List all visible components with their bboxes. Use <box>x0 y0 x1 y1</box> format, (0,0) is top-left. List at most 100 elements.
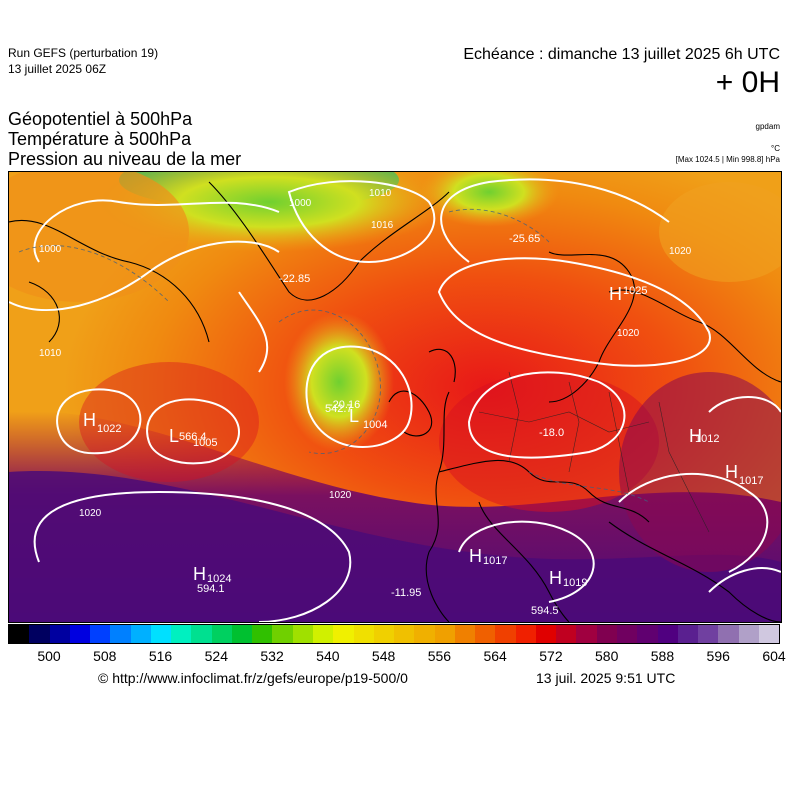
high-value: 1012 <box>695 433 719 445</box>
generated-time: 13 juil. 2025 9:51 UTC <box>536 670 676 686</box>
colorbar-cell <box>9 625 30 643</box>
colorbar-cell <box>677 625 699 643</box>
high-1019: H 1019 <box>549 568 587 589</box>
gp-label: 594.1 <box>197 583 225 595</box>
temp-label: -20.16 <box>329 399 360 411</box>
colorbar-cell <box>657 625 678 643</box>
isobar-label: 1020 <box>329 490 352 501</box>
colorbar-cell <box>312 625 334 643</box>
colorbar-tick-label: 596 <box>706 648 730 664</box>
high-value: 1017 <box>739 475 763 487</box>
temp-label: -18.0 <box>539 427 564 439</box>
variable-geopotential: Géopotentiel à 500hPa <box>8 109 193 129</box>
colorbar-cell <box>272 625 293 643</box>
variable-temperature: Température à 500hPa <box>8 129 192 149</box>
field-south-deep <box>9 471 781 622</box>
variable-pressure: Pression au niveau de la mer <box>8 149 242 169</box>
colorbar-cell <box>637 625 658 643</box>
low-1004: L 1004 <box>349 406 387 431</box>
high-1017-east: H 1017 <box>725 462 763 487</box>
pressure-centers: H 1022 H 1024 H 1025 H 1017 H 1019 H 101… <box>39 188 763 617</box>
temp-label: -25.65 <box>509 233 540 245</box>
high-1012: H 1012 <box>689 426 719 446</box>
colorbar-cell <box>394 625 415 643</box>
colorbar-cell <box>130 625 151 643</box>
colorbar-cell <box>698 625 719 643</box>
high-letter: H <box>193 564 206 584</box>
colorbar-cell <box>414 625 435 643</box>
colorbar-cell <box>373 625 395 643</box>
colorbar-tick-label: 564 <box>483 648 507 664</box>
colorbar-cell <box>718 625 739 643</box>
colorbar-cell <box>738 625 759 643</box>
colorbar-tick-label: 588 <box>650 648 675 664</box>
colorbar-tick-label: 580 <box>595 648 619 664</box>
low-value: 1005 <box>193 437 217 449</box>
isobar-label: 1020 <box>617 328 640 339</box>
colorbar-cell <box>171 625 192 643</box>
colorbar-cell <box>150 625 172 643</box>
lead-time: + 0H <box>715 66 780 99</box>
low-letter: L <box>169 426 179 446</box>
isobar-label: 1020 <box>79 508 102 519</box>
isobar-label: 1000 <box>39 244 62 255</box>
colorbar-cell <box>29 625 50 643</box>
high-value: 1022 <box>97 423 121 435</box>
forecast-valid-time: Echéance : dimanche 13 juillet 2025 6h U… <box>463 46 780 63</box>
colorbar-tick-label: 540 <box>316 648 340 664</box>
high-value: 1019 <box>563 577 587 589</box>
high-letter: H <box>83 410 96 430</box>
field-cold-atlantic <box>284 312 394 452</box>
high-letter: H <box>725 462 738 482</box>
colorbar-tick-label: 572 <box>539 648 563 664</box>
isotherms <box>18 208 650 503</box>
colorbar-cell <box>495 625 516 643</box>
colorbar-tick-label: 556 <box>427 648 452 664</box>
isobar-label: 1010 <box>369 188 392 199</box>
colorbar-cell <box>231 625 253 643</box>
colorbar-cell <box>90 625 111 643</box>
field-east <box>619 372 781 572</box>
colorbar-cell <box>556 625 577 643</box>
low-letter: L <box>349 406 359 426</box>
high-value: 1017 <box>483 555 507 567</box>
temp-label: -11.95 <box>391 587 421 599</box>
low-value: 1004 <box>363 419 387 431</box>
colorbar-ticks: 500 508 516 524 532 540 548 556 564 572 580 588 596 6… <box>8 648 785 666</box>
weather-map-svg: H 1022 H 1024 H 1025 H 1017 H 1019 H 101… <box>9 172 781 622</box>
field-warm-atlantic <box>79 362 259 482</box>
isobars <box>9 178 781 622</box>
pressure-max-min: [Max 1024.5 | Min 998.8] hPa <box>675 155 780 164</box>
colorbar-cell <box>475 625 496 643</box>
colorbar-cell <box>333 625 354 643</box>
colorbar-cell <box>353 625 374 643</box>
low-1005: L 1005 <box>169 426 217 449</box>
isobar-label: 1010 <box>39 348 62 359</box>
colorbar-cell <box>211 625 232 643</box>
colorbar-tick-label: 508 <box>93 648 117 664</box>
high-1024: H 1024 <box>193 564 231 585</box>
colorbar-cell <box>69 625 91 643</box>
colorbar-tick-label: 548 <box>371 648 396 664</box>
run-title: Run GEFS (perturbation 19) <box>8 46 159 60</box>
colorbar-cell <box>454 625 476 643</box>
field-northeast <box>659 182 781 282</box>
colorbar-tick-label: 604 <box>762 648 786 664</box>
colorbar-cell <box>191 625 212 643</box>
colorbar-tick-label: 500 <box>37 648 61 664</box>
colorbar <box>8 624 780 644</box>
isobar-label: 1020 <box>669 246 692 257</box>
colorbar-tick-label: 532 <box>260 648 284 664</box>
high-letter: H <box>689 426 702 446</box>
high-1017: H 1017 <box>469 546 507 567</box>
high-value: 1025 <box>623 285 647 297</box>
colorbar-cell <box>596 625 617 643</box>
credit-link[interactable]: © http://www.infoclimat.fr/z/gefs/europe… <box>98 670 408 686</box>
colorbar-cell <box>252 625 273 643</box>
high-1025: H 1025 <box>609 284 647 304</box>
temp-label: -22.85 <box>279 273 310 285</box>
high-1022: H 1022 <box>83 410 121 435</box>
unit-geopotential: gpdam <box>755 122 780 131</box>
gp-label: 594.5 <box>531 605 559 617</box>
colorbar-cell <box>758 625 780 643</box>
